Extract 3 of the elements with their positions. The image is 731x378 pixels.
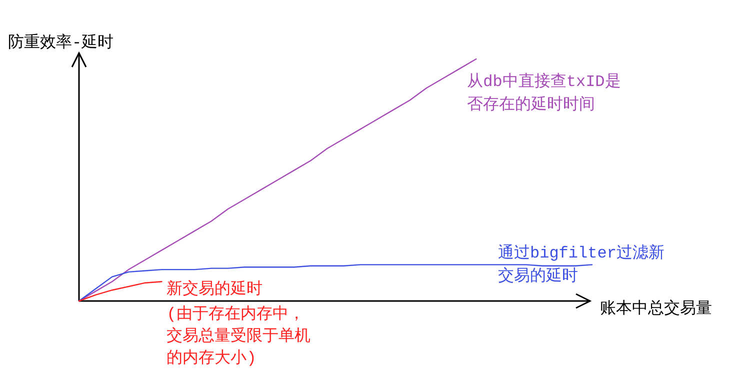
annotation: (由于存在内存中，交易总量受限于单机的内存大小) <box>166 306 311 368</box>
xlabel: 账本中总交易量 <box>600 300 712 318</box>
ylabel: 防重效率-延时 <box>8 34 114 52</box>
